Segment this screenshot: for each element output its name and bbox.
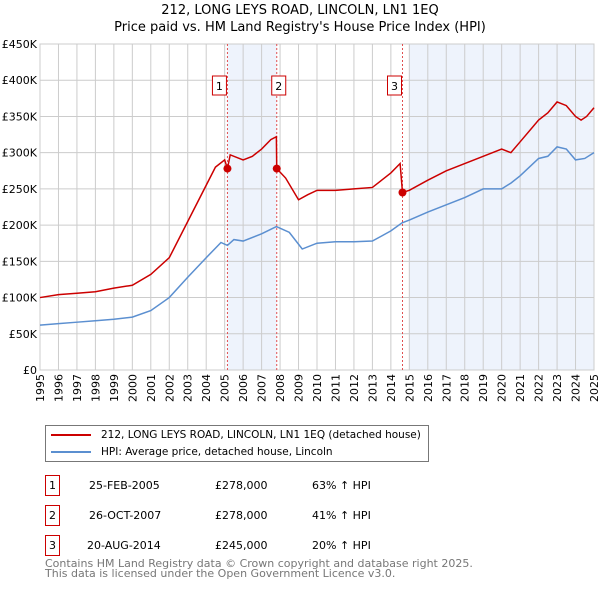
x-tick-label: 2017: [440, 374, 453, 402]
footer-copyright: Contains HM Land Registry data © Crown c…: [45, 557, 473, 570]
series-line: [39, 101, 595, 299]
sale-point: [223, 164, 232, 173]
x-tick-label: 2002: [163, 374, 176, 402]
x-tick-label: 1996: [52, 374, 65, 402]
sale-label-box: [211, 75, 227, 96]
sale-price: £245,000: [215, 539, 268, 552]
chart-subtitle: Price paid vs. HM Land Registry's House …: [114, 20, 486, 35]
footer: Contains HM Land Registry data © Crown c…: [45, 557, 473, 580]
legend: 212, LONG LEYS ROAD, LINCOLN, LN1 1EQ (d…: [45, 425, 429, 462]
x-tick-label: 2000: [126, 374, 139, 402]
x-tick-label: 2020: [496, 374, 509, 402]
x-tick-label: 2010: [311, 374, 324, 402]
y-tick-label: £150K: [2, 255, 38, 268]
y-tick-label: £100K: [2, 292, 38, 305]
x-tick-label: 2003: [182, 374, 195, 402]
sale-point: [398, 188, 407, 197]
sale-label: 3: [391, 80, 398, 93]
x-tick-label: 2009: [293, 374, 306, 402]
x-tick-label: 2018: [459, 374, 472, 402]
legend-hpi: HPI: Average price, detached house, Linc…: [101, 446, 333, 458]
x-tick-label: 2024: [570, 374, 583, 402]
x-tick-label: 1999: [108, 374, 121, 402]
x-tick-label: 1997: [71, 374, 84, 402]
y-tick-label: £200K: [2, 219, 38, 232]
sale-hpi: 20% ↑ HPI: [312, 539, 371, 552]
x-tick-label: 2014: [385, 374, 398, 402]
x-tick-label: 2001: [145, 374, 158, 402]
plot-frame: [39, 43, 595, 371]
sale-price: £278,000: [215, 509, 268, 522]
y-tick-label: £300K: [2, 147, 38, 160]
x-tick-label: 2005: [219, 374, 232, 402]
sale-label: 2: [275, 80, 282, 93]
sale-row: 1 25-FEB-2005 £278,000 63% ↑ HPI: [45, 475, 445, 497]
y-tick-label: £250K: [2, 183, 38, 196]
x-tick-label: 2022: [533, 374, 546, 402]
series-line: [39, 146, 595, 326]
chart-title: 212, LONG LEYS ROAD, LINCOLN, LN1 1EQ: [161, 3, 439, 18]
sale-date: 26-OCT-2007: [89, 509, 162, 522]
y-tick-label: £400K: [2, 74, 38, 87]
sale-price: £278,000: [215, 479, 268, 492]
sale-hpi: 63% ↑ HPI: [312, 479, 371, 492]
y-tick-label: £0: [23, 364, 37, 377]
x-tick-label: 2004: [200, 374, 213, 402]
x-tick-label: 2011: [329, 374, 342, 402]
sale-label-box: [271, 75, 287, 96]
x-tick-label: 2025: [588, 374, 600, 402]
x-tick-label: 2007: [256, 374, 269, 402]
legend-property: 212, LONG LEYS ROAD, LINCOLN, LN1 1EQ (d…: [101, 429, 421, 441]
shaded-region: [227, 44, 277, 370]
y-tick-label: £450K: [2, 38, 38, 51]
sale-row: 3 20-AUG-2014 £245,000 20% ↑ HPI: [45, 535, 445, 557]
x-tick-label: 2019: [477, 374, 490, 402]
sale-number: 3: [45, 535, 60, 556]
x-tick-label: 1998: [89, 374, 102, 402]
x-tick-label: 1995: [34, 374, 47, 402]
sale-date: 25-FEB-2005: [89, 479, 160, 492]
y-tick-label: £50K: [9, 328, 38, 341]
x-tick-label: 2012: [348, 374, 361, 402]
x-tick-label: 2008: [274, 374, 287, 402]
sale-date: 20-AUG-2014: [87, 539, 161, 552]
legend-red-line: [51, 434, 91, 436]
x-tick-label: 2015: [403, 374, 416, 402]
sale-number: 2: [45, 505, 60, 526]
x-tick-label: 2006: [237, 374, 250, 402]
x-tick-label: 2023: [551, 374, 564, 402]
x-tick-label: 2013: [366, 374, 379, 402]
legend-blue-line: [51, 451, 91, 453]
sale-label: 1: [216, 80, 223, 93]
sale-number: 1: [45, 475, 60, 496]
sale-point: [272, 164, 281, 173]
sale-hpi: 41% ↑ HPI: [312, 509, 371, 522]
sale-label-box: [387, 75, 403, 96]
price-chart: 1995 1996 1997 1998 1999 2000 2001 2002 2003 2004…: [2, 38, 600, 402]
x-tick-label: 2021: [514, 374, 527, 402]
y-tick-label: £350K: [2, 110, 38, 123]
footer-licence: This data is licensed under the Open Gov…: [45, 567, 396, 580]
sale-row: 2 26-OCT-2007 £278,000 41% ↑ HPI: [45, 505, 445, 527]
x-tick-label: 2016: [422, 374, 435, 402]
